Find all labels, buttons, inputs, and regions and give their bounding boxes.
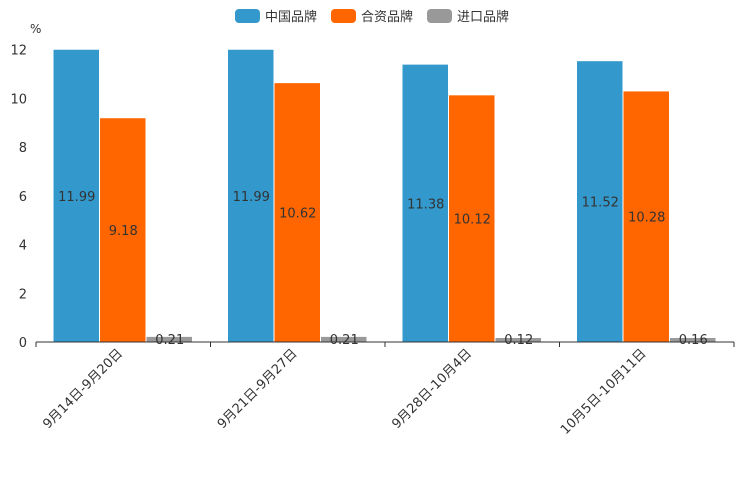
bar-2-2[interactable] xyxy=(274,83,321,342)
legend-swatch-joint-venture-brand xyxy=(330,8,356,23)
bar-3-4[interactable] xyxy=(670,338,716,342)
bar-1-2[interactable] xyxy=(228,49,274,343)
bar-value-label: 11.52 xyxy=(582,196,619,211)
y-tick-label: 8 xyxy=(19,141,27,156)
y-axis-ticks: 0 2 4 6 8 10 12 xyxy=(10,44,27,352)
bar-1-3[interactable] xyxy=(402,64,449,343)
y-tick-label: 4 xyxy=(19,239,27,254)
bar-1-4[interactable] xyxy=(577,61,623,342)
legend-label-imported-brand: 进口品牌 xyxy=(457,10,510,25)
bar-value-label: 0.12 xyxy=(504,333,533,348)
legend-label-china-brand: 中国品牌 xyxy=(264,10,317,25)
legend-item-china-brand[interactable]: 中国品牌 xyxy=(234,6,317,25)
bar-value-label: 0.16 xyxy=(679,333,708,348)
bar-2-4[interactable] xyxy=(623,91,670,342)
y-axis-unit-label: % xyxy=(30,22,41,36)
bar-value-label: 0.21 xyxy=(155,333,184,348)
y-tick-label: 10 xyxy=(10,92,27,107)
legend: 中国品牌 合资品牌 进口品牌 xyxy=(0,6,744,25)
y-tick-label: 12 xyxy=(10,44,27,59)
legend-item-joint-venture-brand[interactable]: 合资品牌 xyxy=(330,6,413,25)
bar-3-1[interactable] xyxy=(146,336,193,342)
legend-swatch-china-brand xyxy=(234,8,260,23)
bar-value-label: 10.62 xyxy=(279,207,316,222)
x-axis-ticks: 9月14日-9月20日 9月21日-9月27日 9月28日-10月4日 10月5日-1… xyxy=(35,342,735,438)
bar-value-label: 10.12 xyxy=(454,213,491,228)
bar-value-label: 0.21 xyxy=(330,333,359,348)
bar-3-3[interactable] xyxy=(495,338,542,342)
bar-2-1[interactable] xyxy=(100,118,146,342)
bars xyxy=(53,49,716,343)
bar-value-label: 11.99 xyxy=(58,190,95,205)
x-tick-label: 9月14日-9月20日 xyxy=(40,346,126,432)
bar-value-label: 11.38 xyxy=(407,197,444,212)
bar-value-label: 10.28 xyxy=(628,211,665,226)
bar-1-1[interactable] xyxy=(53,49,100,343)
y-tick-label: 2 xyxy=(19,287,27,302)
y-tick-label: 6 xyxy=(19,190,27,205)
x-tick-label: 10月5日-10月11日 xyxy=(558,346,650,438)
x-tick-label: 9月21日-9月27日 xyxy=(215,346,301,432)
legend-label-joint-venture-brand: 合资品牌 xyxy=(360,10,413,25)
bar-value-label: 9.18 xyxy=(109,224,138,239)
bar-value-label: 11.99 xyxy=(233,190,270,205)
x-tick-label: 9月28日-10月4日 xyxy=(389,346,475,432)
legend-item-imported-brand[interactable]: 进口品牌 xyxy=(427,6,509,25)
bar-value-labels: 11.99 9.18 0.21 11.99 10.62 0.21 11.38 10.12 0.1… xyxy=(58,190,708,348)
legend-swatch-imported-brand xyxy=(427,8,452,23)
y-tick-label: 0 xyxy=(19,336,27,351)
bar-3-2[interactable] xyxy=(321,336,367,342)
bar-2-3[interactable] xyxy=(449,95,495,342)
